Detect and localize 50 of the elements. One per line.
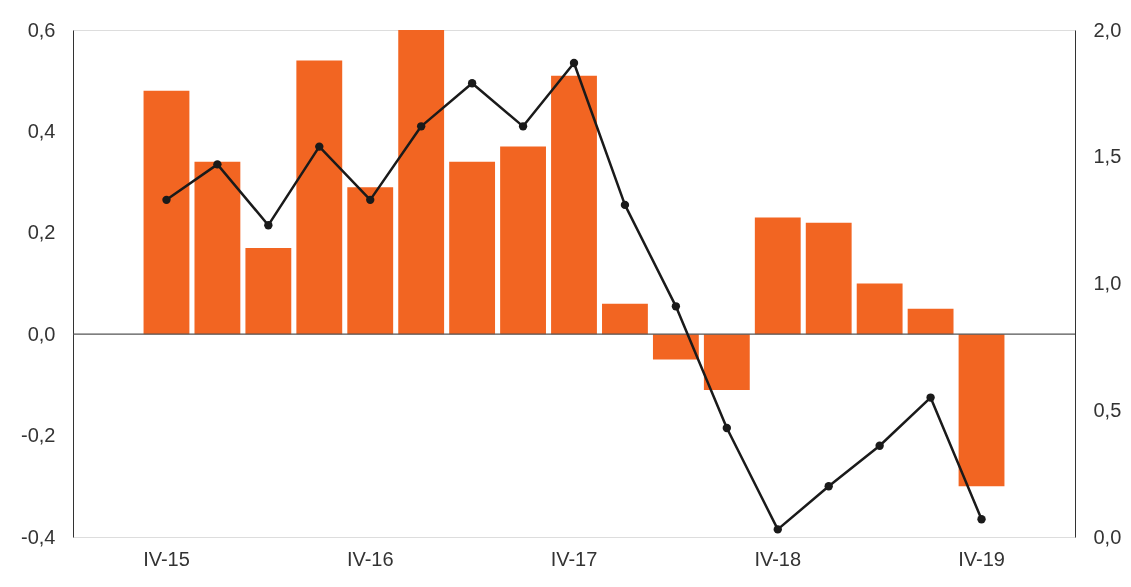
- y-tick-label: 0,0: [27, 322, 56, 345]
- point: [366, 195, 375, 205]
- point: [416, 122, 426, 131]
- point: [977, 515, 986, 524]
- bar: [754, 217, 801, 335]
- point: [518, 122, 528, 131]
- x-tick-label: IV-16: [346, 547, 394, 570]
- y-tick-label: -0,2: [21, 424, 56, 447]
- bar: [703, 334, 750, 390]
- bar: [245, 248, 292, 335]
- bar: [143, 90, 190, 335]
- y2-tick-label: 0,0: [1093, 525, 1122, 548]
- bar: [907, 308, 954, 335]
- bar: [449, 161, 496, 335]
- point: [213, 160, 222, 169]
- bar: [194, 161, 241, 335]
- x-tick-label: IV-15: [143, 547, 190, 570]
- point: [569, 58, 579, 68]
- bar: [296, 60, 343, 335]
- point: [773, 525, 782, 534]
- y2-tick-label: 1,0: [1093, 272, 1122, 294]
- y-tick-label: 0,2: [27, 221, 56, 244]
- bar: [347, 187, 394, 335]
- point: [162, 195, 171, 205]
- bar: [652, 334, 699, 360]
- point: [671, 302, 681, 311]
- bar: [398, 30, 445, 335]
- x-tick-label: IV-19: [958, 547, 1005, 570]
- point: [467, 79, 477, 88]
- bar: [856, 283, 903, 335]
- point: [824, 482, 833, 491]
- point: [620, 200, 630, 210]
- y2-tick-label: 1,5: [1093, 145, 1122, 168]
- y2-tick-label: 0,5: [1093, 398, 1122, 421]
- point: [315, 142, 324, 151]
- point: [722, 423, 732, 433]
- point: [264, 221, 273, 230]
- x-tick-label: IV-17: [550, 547, 598, 570]
- y-tick-label: 0,4: [27, 119, 56, 142]
- bar: [805, 222, 852, 335]
- point: [875, 441, 884, 450]
- bar: [500, 146, 546, 335]
- point: [926, 393, 935, 402]
- bar: [602, 303, 648, 335]
- x-tick-label: IV-18: [754, 547, 802, 570]
- y2-tick-label: 2,0: [1093, 18, 1122, 41]
- bar: [958, 334, 1005, 487]
- y-tick-label: -0,4: [21, 525, 56, 548]
- bar: [551, 75, 597, 335]
- y-tick-label: 0,6: [27, 18, 56, 41]
